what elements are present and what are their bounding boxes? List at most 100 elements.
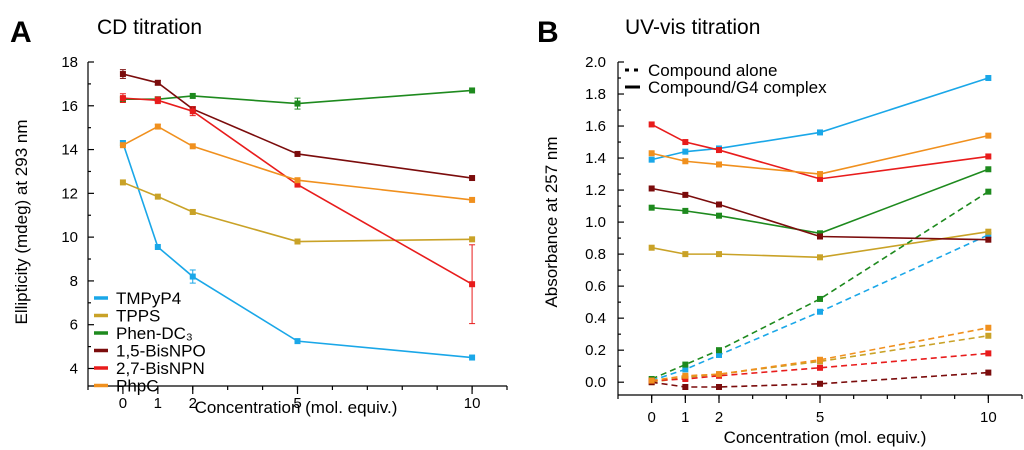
complex-point-phen-dc- [716, 212, 722, 219]
x-tick-label: 5 [293, 395, 301, 412]
alone-point-phen-dc- [716, 347, 722, 354]
data-point-2-7-bisnpn [189, 108, 196, 115]
alone-point-2-7-bisnpn [985, 350, 992, 357]
data-point-tpps [154, 193, 161, 200]
alone-point-1-5-bisnpo [716, 383, 722, 390]
data-point-tpps [469, 236, 476, 243]
y-tick-label: 1.8 [585, 86, 606, 103]
x-tick-label: 10 [464, 395, 481, 412]
series-line-tpps [122, 181, 473, 243]
panel-letter-b: B [537, 16, 559, 49]
alone-point-1-5-bisnpo [682, 383, 689, 390]
legend-label-tpps: TPPS [116, 307, 160, 326]
y-tick-label: 2.0 [585, 54, 606, 71]
y-tick-label: 6 [70, 317, 78, 334]
complex-point-phpc [985, 132, 992, 139]
legend-label-phen-dc-: Phen-DC₃ [116, 324, 193, 343]
alone-point-phpc [985, 324, 992, 331]
alone-point-tmpyp4 [682, 366, 689, 373]
data-point-tmpyp4 [469, 354, 476, 361]
panel-b-uv-vis-titration: B UV-vis titration Absorbance at 257 nm … [537, 16, 1023, 447]
data-point-2-7-bisnpn [469, 281, 476, 288]
series-line-2-7-bisnpn [122, 97, 473, 285]
legend-label-tmpyp4: TMPyP4 [116, 289, 181, 308]
x-tick-label: 0 [647, 409, 655, 426]
panel-a-legend: TMPyP4TPPSPhen-DC₃1,5-BisNPO2,7-BisNPNPh… [94, 289, 206, 396]
alone-point-1-5-bisnpo [817, 380, 823, 387]
panel-a-title: CD titration [97, 16, 202, 39]
alone-line-1-5-bisnpo [651, 371, 989, 388]
data-point-phen-dc- [189, 92, 196, 99]
data-point-1-5-bisnpo [294, 150, 301, 157]
complex-line-phpc [651, 134, 989, 175]
complex-point-1-5-bisnpo [985, 236, 992, 243]
alone-point-phpc [716, 371, 722, 378]
complex-point-phpc [648, 150, 655, 157]
data-point-tmpyp4 [189, 273, 196, 280]
data-point-1-5-bisnpo [154, 79, 161, 86]
complex-point-2-7-bisnpn [648, 121, 655, 128]
complex-point-phen-dc- [817, 230, 823, 237]
complex-point-1-5-bisnpo [716, 201, 722, 208]
legend-label-1-5-bisnpo: 1,5-BisNPO [116, 342, 206, 361]
y-tick-label: 1.4 [585, 150, 606, 167]
y-tick-label: 14 [61, 142, 78, 159]
alone-line-2-7-bisnpn [651, 352, 989, 382]
series-line-phpc [122, 125, 473, 201]
data-point-1-5-bisnpo [469, 175, 476, 182]
data-point-phpc [119, 142, 126, 149]
complex-point-phen-dc- [682, 207, 689, 214]
complex-point-1-5-bisnpo [648, 185, 655, 192]
y-tick-label: 18 [61, 54, 78, 71]
complex-point-phen-dc- [985, 166, 992, 173]
panel-a-x-axis-label: Concentration (mol. equiv.) [195, 398, 398, 417]
y-tick-label: 1.2 [585, 182, 606, 199]
legend-label-phpc: PhpC [116, 377, 159, 396]
panel-a-series [119, 69, 476, 361]
data-point-tpps [189, 208, 196, 215]
alone-point-tpps [985, 332, 992, 339]
alone-point-tmpyp4 [985, 231, 992, 238]
alone-point-phen-dc- [682, 361, 689, 368]
legend-label-2-7-bisnpn: 2,7-BisNPN [116, 359, 205, 378]
panel-a-cd-titration: A CD titration Ellipticity (mdeg) at 293… [10, 16, 508, 417]
y-tick-label: 0.6 [585, 278, 606, 295]
complex-point-tpps [716, 251, 722, 258]
data-point-phpc [189, 143, 196, 150]
data-point-2-7-bisnpn [119, 95, 126, 102]
y-tick-label: 1.6 [585, 118, 606, 135]
complex-point-1-5-bisnpo [682, 191, 689, 198]
alone-point-phpc [817, 356, 823, 363]
alone-point-tmpyp4 [817, 308, 823, 315]
complex-point-2-7-bisnpn [817, 175, 823, 182]
complex-point-2-7-bisnpn [682, 139, 689, 146]
complex-point-tmpyp4 [648, 156, 655, 163]
data-point-tpps [294, 238, 301, 245]
data-point-tmpyp4 [154, 243, 161, 250]
complex-point-2-7-bisnpn [716, 147, 722, 154]
complex-point-2-7-bisnpn [985, 153, 992, 160]
complex-point-tmpyp4 [682, 148, 689, 155]
complex-point-tpps [682, 251, 689, 258]
x-tick-label: 0 [119, 395, 127, 412]
alone-point-phpc [682, 372, 689, 379]
complex-point-phpc [817, 171, 823, 178]
y-tick-label: 1.0 [585, 214, 606, 231]
data-point-phen-dc- [294, 100, 301, 107]
y-tick-label: 12 [61, 185, 78, 202]
data-point-2-7-bisnpn [294, 181, 301, 188]
panel-b-y-axis-label: Absorbance at 257 nm [542, 136, 561, 307]
alone-line-phen-dc- [651, 191, 989, 380]
alone-point-tmpyp4 [716, 351, 722, 358]
complex-point-tpps [985, 228, 992, 235]
complex-point-phen-dc- [648, 204, 655, 211]
y-tick-label: 16 [61, 98, 78, 115]
alone-point-phen-dc- [985, 188, 992, 195]
data-point-tpps [119, 179, 126, 186]
y-tick-label: 0.8 [585, 246, 606, 263]
complex-point-tmpyp4 [817, 129, 823, 136]
x-tick-label: 1 [154, 395, 162, 412]
data-point-phpc [469, 196, 476, 203]
